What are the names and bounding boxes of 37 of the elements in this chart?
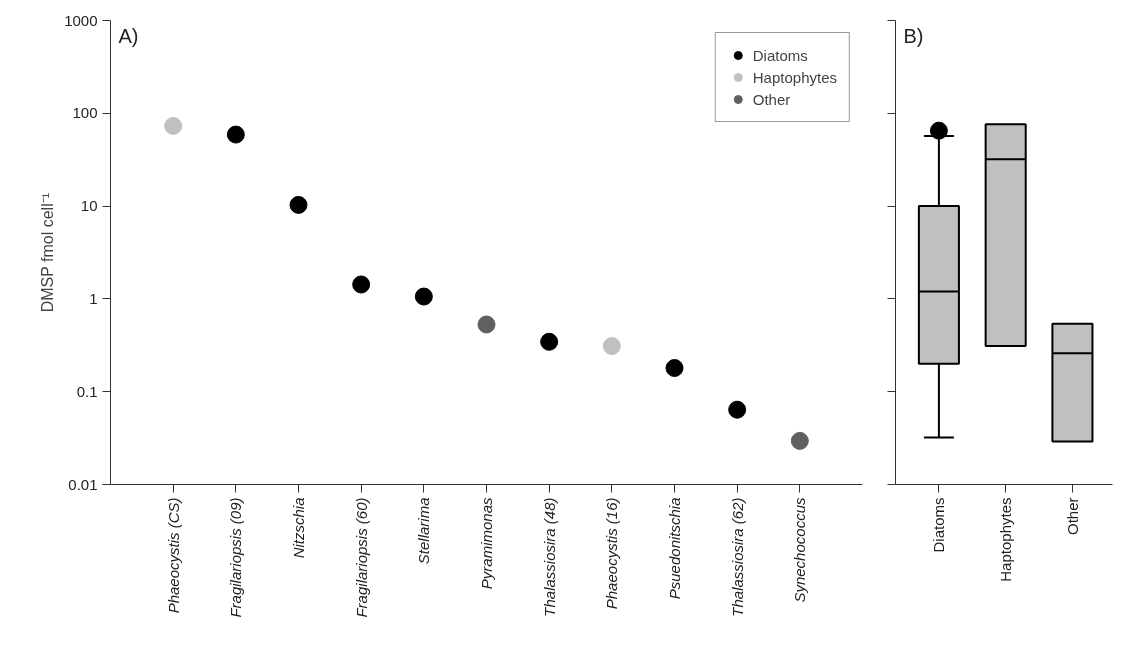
point <box>414 287 433 306</box>
point <box>540 332 559 351</box>
y-tick-label: 0.01 <box>68 475 98 493</box>
x-tick-label: Pyramimonas <box>478 497 495 590</box>
chart-title: A) <box>118 24 139 47</box>
y-tick-label: 10 <box>80 197 98 215</box>
x-tick-label: Fragilariopsis (09) <box>227 497 245 618</box>
x-tick-label: Psuedonitschia <box>666 497 683 600</box>
point <box>477 315 496 334</box>
point <box>602 337 621 356</box>
point <box>164 117 183 135</box>
point <box>665 359 684 377</box>
x-tick-label: Phaeocystis (16) <box>603 497 621 610</box>
x-tick-label: Thalassiosira (62) <box>728 497 746 617</box>
legend-label: Haptophytes <box>752 68 837 86</box>
point <box>790 431 809 450</box>
x-tick-label: Stellarima <box>415 497 433 565</box>
x-tick-label: Synechococcus <box>791 497 809 603</box>
chart-title: B) <box>903 24 924 47</box>
y-tick-label: 1000 <box>64 11 98 29</box>
x-tick-label: Thalassiosira (48) <box>540 497 558 617</box>
y-tick-label: 0.1 <box>76 382 98 400</box>
legend-label: Diatoms <box>752 46 808 64</box>
y-tick-label: 100 <box>72 104 98 122</box>
point <box>289 195 308 214</box>
legend-label: Other <box>752 90 791 108</box>
x-tick-label: Other <box>1063 497 1081 536</box>
point <box>728 400 747 419</box>
point <box>226 125 245 144</box>
x-tick-label: Haptophytes <box>997 497 1015 582</box>
y-tick-label: 1 <box>89 289 98 307</box>
x-tick-label: Nitzschia <box>290 497 307 559</box>
x-tick-label: Diatoms <box>930 497 948 553</box>
x-tick-label: Phaeocystis (CS) <box>164 497 182 614</box>
point <box>352 275 371 294</box>
x-tick-label: Fragilariopsis (60) <box>352 497 370 618</box>
y-axis-title: DMSP fmol cell⁻¹ <box>39 192 57 313</box>
